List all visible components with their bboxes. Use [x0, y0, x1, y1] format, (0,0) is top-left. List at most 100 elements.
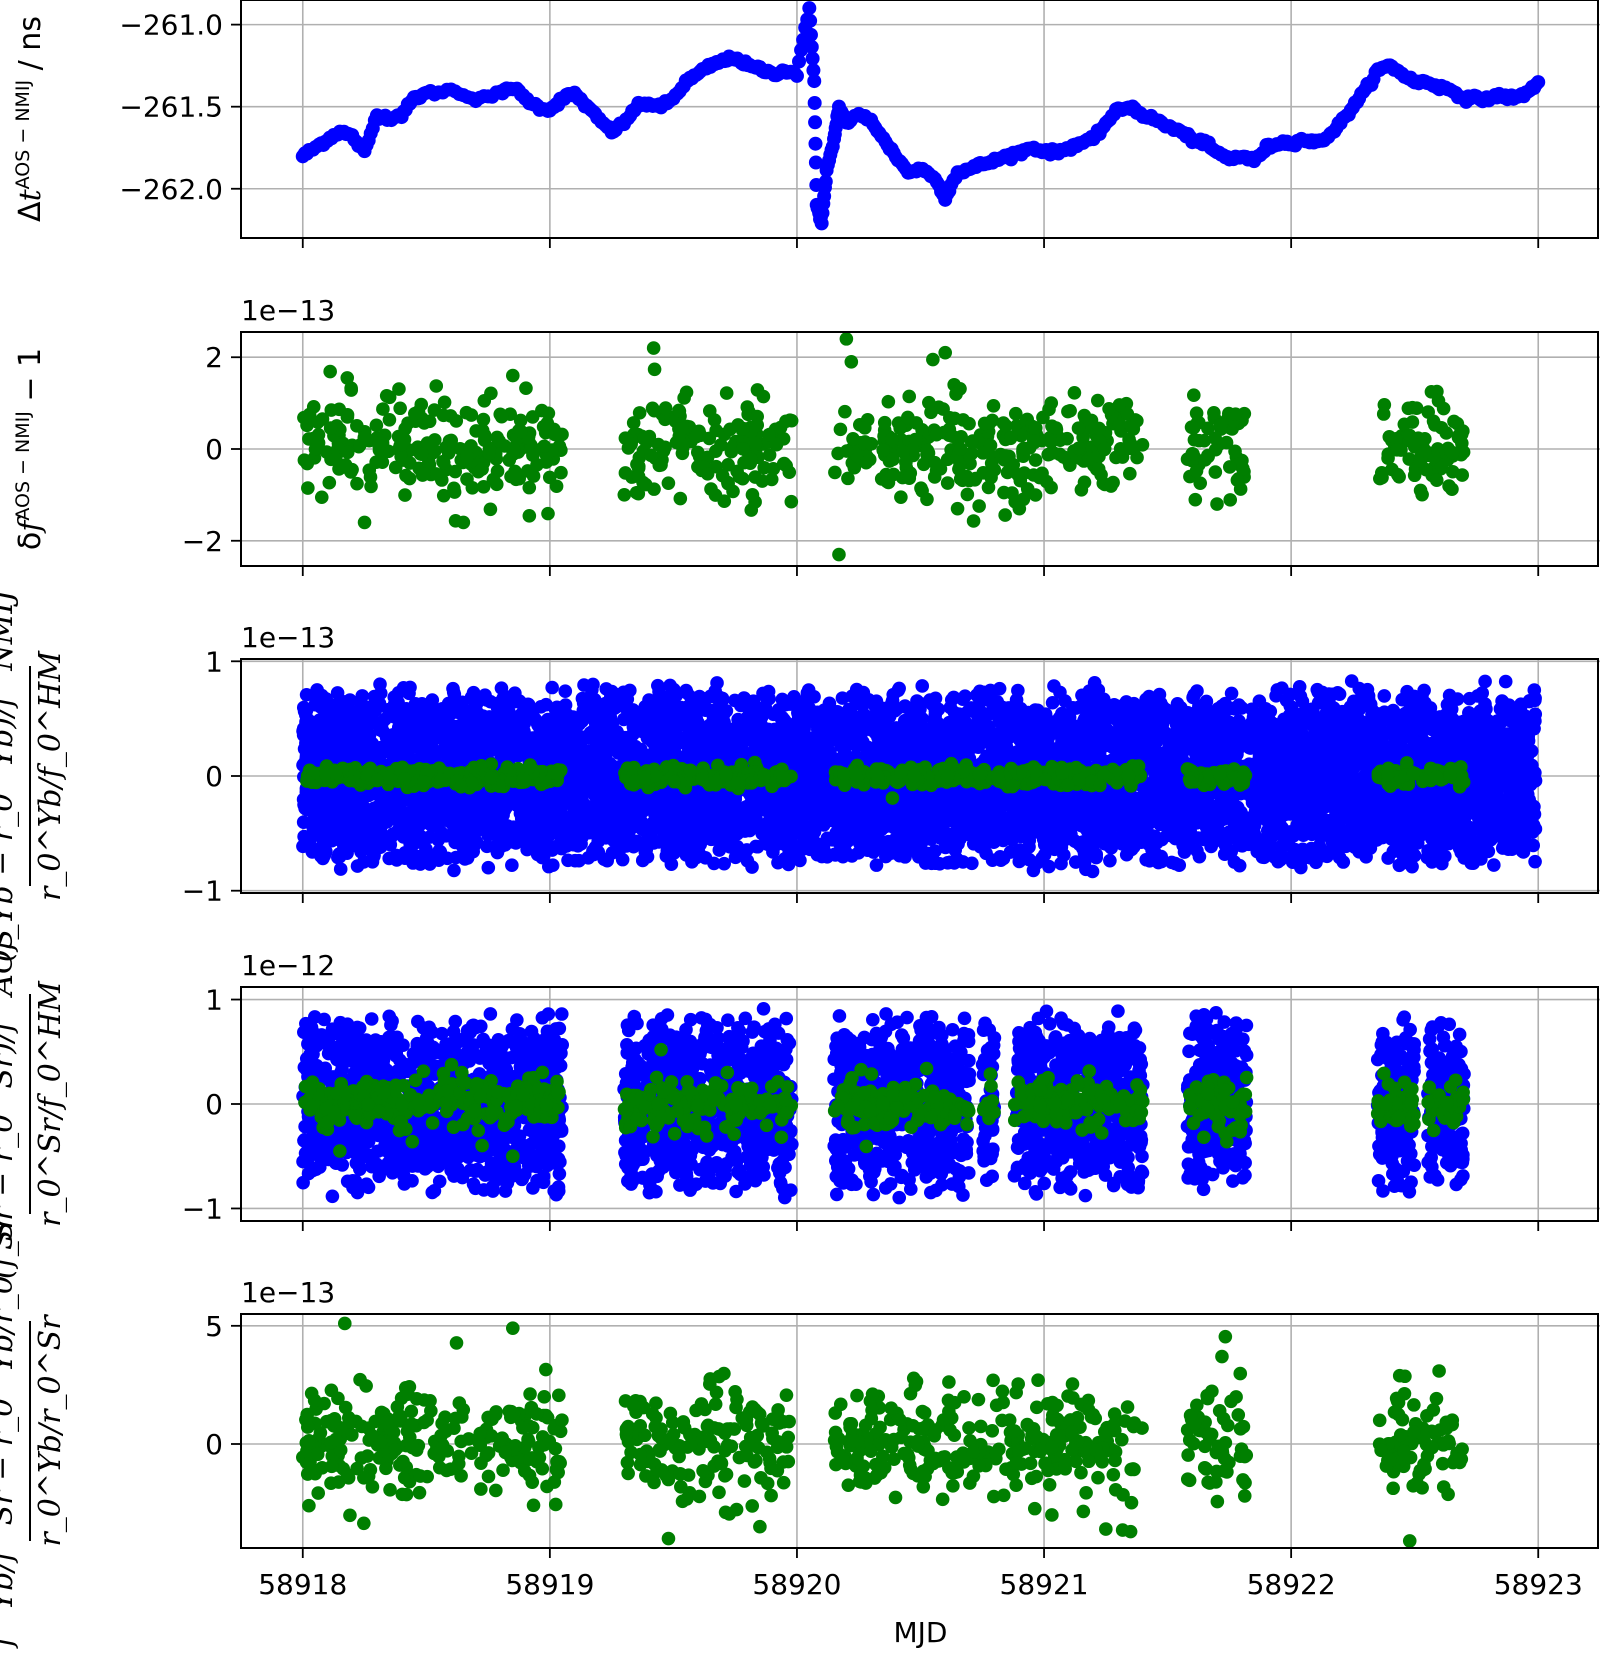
point [977, 416, 992, 431]
point [869, 858, 884, 872]
point [916, 457, 931, 472]
point [1103, 853, 1117, 868]
point [1376, 407, 1391, 421]
point [803, 27, 818, 42]
point [315, 412, 330, 426]
point [965, 856, 979, 871]
point [449, 414, 464, 428]
point [426, 445, 440, 460]
point [828, 465, 842, 480]
y-tick-label: −261.5 [119, 91, 223, 124]
point [376, 402, 390, 416]
point [723, 422, 737, 437]
point [309, 441, 323, 456]
point [519, 381, 533, 396]
point [1219, 435, 1234, 450]
y-tick-label: −262.0 [119, 173, 223, 206]
point [369, 418, 384, 433]
point [673, 491, 688, 506]
point [364, 479, 378, 494]
point [537, 439, 552, 454]
point [960, 487, 975, 502]
point [876, 443, 891, 458]
point [300, 456, 315, 471]
point [841, 471, 855, 486]
point [1454, 427, 1469, 442]
point [792, 54, 807, 69]
point [1187, 433, 1202, 447]
point [962, 473, 977, 488]
point [1186, 388, 1201, 403]
series-green [297, 332, 1471, 562]
point [1230, 473, 1245, 488]
point [540, 416, 555, 430]
data-points [296, 674, 1543, 879]
point [997, 485, 1011, 500]
point [802, 1, 817, 16]
point [630, 834, 644, 849]
point [408, 406, 422, 421]
point [549, 479, 564, 494]
point [526, 448, 540, 463]
point [909, 433, 924, 447]
point [966, 514, 981, 528]
point [672, 403, 686, 418]
point [715, 468, 730, 483]
point [392, 382, 406, 396]
point [793, 853, 807, 868]
y-tick-label: 2 [205, 341, 223, 374]
point [338, 458, 353, 472]
point [914, 481, 928, 495]
point [513, 413, 528, 428]
point [606, 833, 621, 848]
point [928, 455, 942, 470]
point [940, 476, 955, 490]
point [901, 410, 915, 425]
point [808, 155, 823, 170]
point [322, 475, 337, 490]
point [1293, 689, 1308, 703]
point [1104, 479, 1118, 493]
point [1222, 460, 1237, 474]
point [707, 413, 722, 427]
point [1091, 462, 1106, 476]
point [949, 387, 963, 401]
point [1130, 414, 1144, 428]
point [972, 499, 986, 513]
point-outlier [938, 345, 953, 360]
point [929, 427, 944, 442]
point [1188, 492, 1203, 507]
point-outlier [844, 355, 859, 369]
point [1123, 466, 1137, 481]
point [894, 490, 908, 504]
point [846, 431, 860, 446]
point [896, 444, 910, 459]
point [1014, 428, 1029, 443]
point [398, 422, 412, 436]
point [1418, 444, 1432, 458]
point [417, 467, 432, 481]
point [323, 364, 337, 379]
point [460, 450, 474, 464]
point [675, 446, 690, 461]
point [422, 414, 437, 429]
point [1389, 432, 1403, 447]
point [306, 400, 321, 414]
point [483, 502, 498, 517]
point [436, 488, 451, 503]
point [1336, 855, 1351, 869]
point [762, 427, 776, 442]
point [647, 362, 662, 377]
point [447, 485, 462, 499]
point [737, 455, 751, 470]
point [647, 403, 662, 418]
offset-label: 1e−13 [241, 294, 335, 327]
point [554, 465, 568, 480]
point [350, 476, 364, 491]
point [1197, 433, 1212, 448]
point [833, 422, 848, 437]
point [1049, 421, 1063, 435]
point [1046, 445, 1061, 460]
point [617, 487, 632, 502]
point [1236, 461, 1250, 476]
